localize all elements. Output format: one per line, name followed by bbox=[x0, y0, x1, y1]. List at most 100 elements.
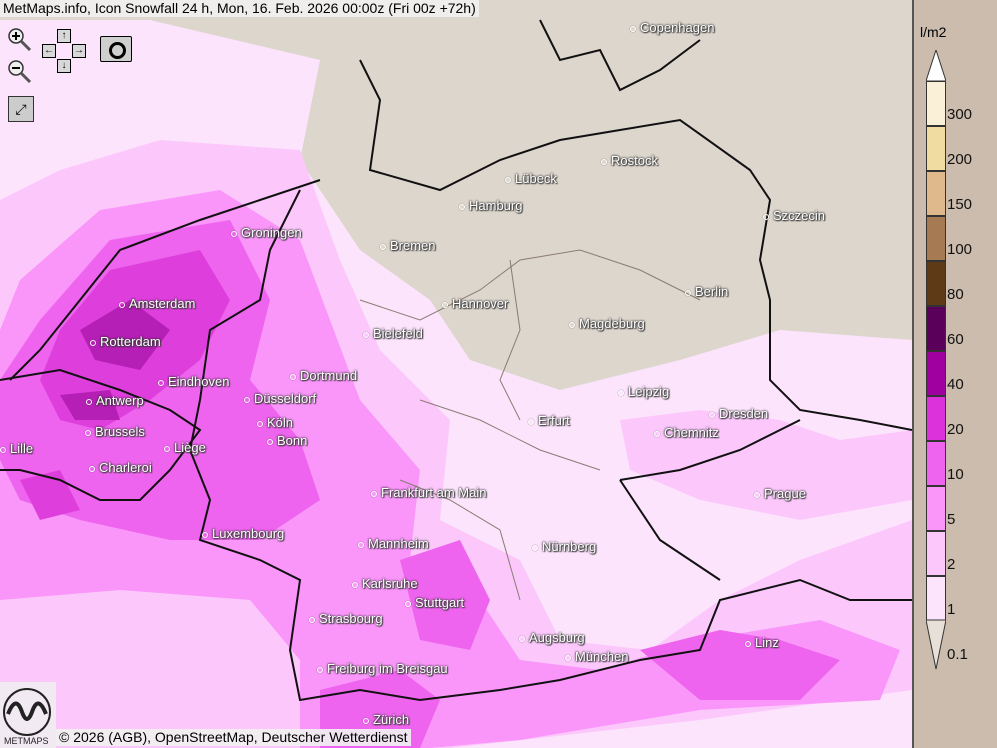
city-name: Luxembourg bbox=[212, 526, 285, 541]
zoom-out-icon[interactable] bbox=[6, 58, 32, 84]
pan-right-button[interactable]: → bbox=[72, 44, 86, 58]
city-label: Groningen bbox=[231, 225, 302, 240]
city-name: Dortmund bbox=[300, 368, 358, 383]
svg-text:METMAPS: METMAPS bbox=[4, 736, 49, 746]
city-dot-icon bbox=[565, 654, 571, 661]
city-label: Mannheim bbox=[358, 536, 429, 551]
city-name: Liège bbox=[174, 440, 206, 455]
legend-swatch bbox=[926, 81, 946, 126]
city-name: Linz bbox=[755, 635, 779, 650]
legend-swatch bbox=[926, 351, 946, 396]
city-dot-icon bbox=[528, 418, 534, 425]
pan-down-button[interactable]: ↓ bbox=[57, 59, 71, 73]
city-label: Copenhagen bbox=[630, 20, 714, 35]
city-label: Zürich bbox=[363, 712, 409, 727]
city-dot-icon bbox=[352, 581, 358, 588]
city-dot-icon bbox=[569, 321, 575, 328]
city-label: Hamburg bbox=[459, 198, 522, 213]
legend-swatch bbox=[926, 531, 946, 576]
legend-tick-label: 1 bbox=[947, 601, 956, 618]
city-label: Antwerp bbox=[86, 393, 144, 408]
legend-tick-label: 2 bbox=[947, 556, 956, 573]
city-label: Augsburg bbox=[519, 630, 585, 645]
city-dot-icon bbox=[158, 379, 164, 386]
legend-tick-label: 60 bbox=[947, 331, 964, 348]
city-name: Copenhagen bbox=[640, 20, 715, 35]
city-label: Nürnberg bbox=[532, 539, 596, 554]
legend-swatch bbox=[926, 441, 946, 486]
legend-tick-label: 5 bbox=[947, 511, 956, 528]
city-name: Leipzig bbox=[628, 384, 670, 399]
city-label: Strasbourg bbox=[309, 611, 383, 626]
legend-swatch bbox=[926, 576, 946, 621]
city-name: Amsterdam bbox=[129, 296, 196, 311]
city-name: Lübeck bbox=[515, 171, 557, 186]
city-dot-icon bbox=[709, 411, 715, 418]
metmaps-logo: METMAPS bbox=[0, 682, 56, 748]
city-name: Frankfurt am Main bbox=[381, 485, 487, 500]
city-name: Dresden bbox=[719, 406, 769, 421]
city-label: Dresden bbox=[709, 406, 768, 421]
city-name: Stuttgart bbox=[415, 595, 465, 610]
legend-tick-label: 20 bbox=[947, 421, 964, 438]
city-dot-icon bbox=[654, 430, 660, 437]
city-name: Bielefeld bbox=[373, 326, 423, 341]
city-label: München bbox=[565, 649, 628, 664]
legend-swatch bbox=[926, 261, 946, 306]
city-label: Bonn bbox=[267, 433, 307, 448]
legend-tick-label: 80 bbox=[947, 286, 964, 303]
camera-icon[interactable] bbox=[100, 36, 132, 62]
city-name: Szczecin bbox=[773, 208, 826, 223]
city-label: Magdeburg bbox=[569, 316, 645, 331]
city-dot-icon bbox=[290, 373, 296, 380]
city-dot-icon bbox=[363, 717, 369, 724]
city-dot-icon bbox=[519, 635, 525, 642]
city-dot-icon bbox=[317, 666, 323, 673]
city-dot-icon bbox=[380, 243, 386, 250]
city-name: Düsseldorf bbox=[254, 391, 317, 406]
city-label: Luxembourg bbox=[202, 526, 284, 541]
city-label: Hannover bbox=[442, 296, 508, 311]
city-name: Hamburg bbox=[469, 198, 523, 213]
city-name: Magdeburg bbox=[579, 316, 645, 331]
pan-left-button[interactable]: ← bbox=[42, 44, 56, 58]
map[interactable]: MetMaps.info, Icon Snowfall 24 h, Mon, 1… bbox=[0, 0, 912, 748]
city-name: Groningen bbox=[241, 225, 302, 240]
city-label: Chemnitz bbox=[654, 425, 719, 440]
map-title: MetMaps.info, Icon Snowfall 24 h, Mon, 1… bbox=[0, 0, 479, 17]
snow-20-region bbox=[60, 300, 170, 420]
city-dot-icon bbox=[405, 600, 411, 607]
fullscreen-icon[interactable]: ⤢ bbox=[8, 96, 34, 122]
city-label: Szczecin bbox=[763, 208, 825, 223]
city-dot-icon bbox=[89, 465, 95, 472]
city-dot-icon bbox=[257, 420, 263, 427]
legend: l/m2 300 200 150 100 80 60 40 20 10 5 2 1 0.1 bbox=[912, 0, 997, 748]
city-dot-icon bbox=[119, 301, 125, 308]
city-label: Freiburg im Breisgau bbox=[317, 661, 448, 676]
city-name: Bonn bbox=[277, 433, 308, 448]
snow-5-region bbox=[0, 220, 840, 748]
zoom-in-icon[interactable] bbox=[6, 26, 32, 52]
pan-up-button[interactable]: ↑ bbox=[57, 29, 71, 43]
city-name: Antwerp bbox=[96, 393, 144, 408]
city-name: Berlin bbox=[695, 284, 729, 299]
city-name: Chemnitz bbox=[664, 425, 719, 440]
region-borders bbox=[359, 249, 701, 601]
city-dot-icon bbox=[685, 289, 691, 296]
city-label: Brussels bbox=[85, 424, 145, 439]
city-name: Hannover bbox=[452, 296, 509, 311]
legend-swatch bbox=[926, 306, 946, 351]
legend-unit: l/m2 bbox=[920, 24, 947, 40]
city-dot-icon bbox=[309, 616, 315, 623]
city-label: Linz bbox=[745, 635, 779, 650]
city-dot-icon bbox=[505, 176, 511, 183]
city-dot-icon bbox=[754, 491, 760, 498]
city-dot-icon bbox=[0, 446, 6, 453]
city-dot-icon bbox=[763, 213, 769, 220]
city-dot-icon bbox=[85, 429, 91, 436]
city-label: Bielefeld bbox=[363, 326, 423, 341]
city-dot-icon bbox=[358, 541, 364, 548]
city-label: Charleroi bbox=[89, 460, 152, 475]
city-name: Rostock bbox=[611, 153, 658, 168]
city-name: Lille bbox=[10, 441, 34, 456]
